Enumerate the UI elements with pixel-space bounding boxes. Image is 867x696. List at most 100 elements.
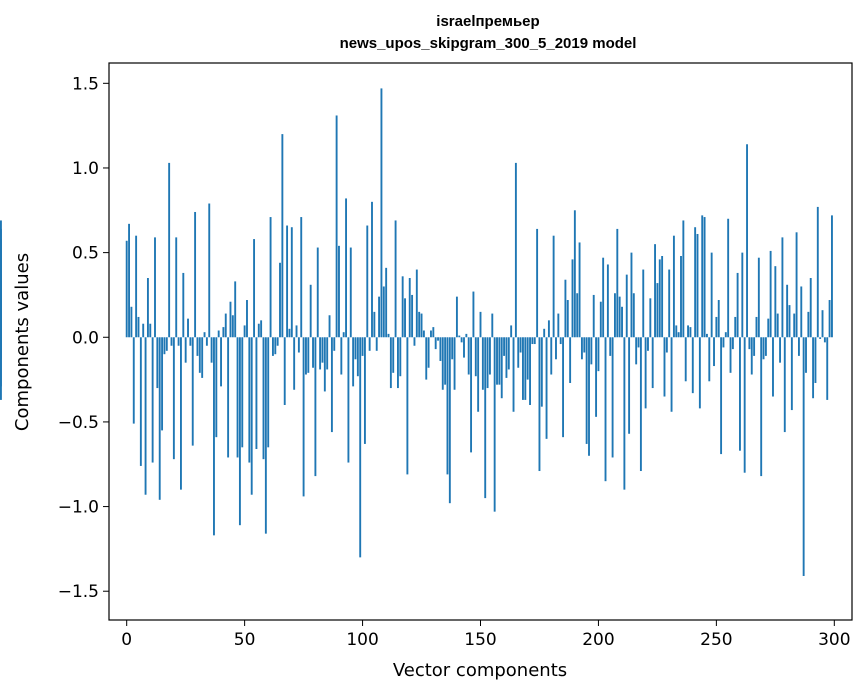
bar xyxy=(128,223,130,338)
bar xyxy=(293,337,296,390)
bar xyxy=(566,300,569,338)
bar xyxy=(635,337,638,365)
bar xyxy=(349,247,352,338)
bar xyxy=(375,337,378,351)
bar xyxy=(161,337,164,431)
bar xyxy=(800,286,803,338)
bar xyxy=(651,337,654,389)
bar xyxy=(526,337,529,380)
bar xyxy=(616,228,619,338)
bar xyxy=(538,337,541,472)
bar xyxy=(253,239,256,338)
bar xyxy=(522,337,524,400)
bar xyxy=(783,337,786,433)
bar xyxy=(246,300,248,338)
bar xyxy=(224,313,227,338)
bar xyxy=(227,337,230,458)
bar xyxy=(680,256,682,338)
bar xyxy=(319,337,322,370)
bar xyxy=(524,337,527,400)
bar xyxy=(163,337,166,355)
bar xyxy=(826,337,829,400)
bar xyxy=(743,337,746,473)
bar xyxy=(340,337,343,375)
bar xyxy=(552,235,555,338)
bar xyxy=(222,327,225,338)
bar xyxy=(415,269,418,338)
bar xyxy=(295,325,298,338)
bar xyxy=(392,337,395,373)
x-tick-label: 0 xyxy=(121,630,132,650)
bar xyxy=(663,337,666,397)
bar xyxy=(684,337,687,382)
bar xyxy=(809,278,812,338)
bar xyxy=(812,337,815,399)
bar xyxy=(380,88,383,338)
bar xyxy=(328,315,331,338)
bar xyxy=(654,244,656,338)
bar xyxy=(316,247,319,338)
bar xyxy=(312,337,314,368)
bar xyxy=(427,337,430,368)
bar xyxy=(727,218,730,338)
bar xyxy=(172,337,175,460)
bar xyxy=(368,337,371,351)
bar xyxy=(597,337,600,372)
bar xyxy=(305,337,307,375)
bar xyxy=(715,316,718,338)
bar xyxy=(418,311,421,338)
bar xyxy=(210,337,213,363)
bar xyxy=(0,220,2,338)
bar xyxy=(536,228,539,338)
bar xyxy=(647,337,649,351)
bar xyxy=(330,337,333,433)
bar xyxy=(722,337,725,348)
bar xyxy=(665,337,668,353)
bar xyxy=(672,235,675,338)
bar xyxy=(630,252,633,338)
bar xyxy=(656,283,659,338)
bar xyxy=(576,293,579,338)
bar xyxy=(335,115,338,338)
y-tick-label: −1.0 xyxy=(58,498,99,518)
bar xyxy=(828,300,831,338)
bar xyxy=(675,325,678,338)
bar xyxy=(347,337,350,463)
bar xyxy=(746,144,748,338)
bar xyxy=(455,296,458,338)
bar xyxy=(790,337,793,411)
bar xyxy=(189,337,192,346)
bar xyxy=(802,337,805,576)
bar xyxy=(500,337,503,399)
bar xyxy=(623,337,626,490)
bar xyxy=(698,337,701,409)
bar xyxy=(807,311,810,338)
bar xyxy=(793,313,796,338)
bar xyxy=(184,337,187,363)
bar xyxy=(486,337,489,389)
x-axis-ticks: 0 50 100 150 200 250 300 xyxy=(121,620,851,650)
bar xyxy=(300,217,303,338)
bar xyxy=(397,337,399,389)
bar xyxy=(465,333,468,338)
bar xyxy=(182,272,185,338)
bar xyxy=(496,337,498,385)
bar xyxy=(463,337,465,358)
bar xyxy=(569,337,572,383)
bar xyxy=(0,337,2,400)
bar xyxy=(302,337,305,497)
bar xyxy=(757,257,760,338)
bar xyxy=(307,337,310,373)
x-tick-label: 50 xyxy=(234,630,256,650)
bar xyxy=(441,337,444,390)
bar xyxy=(198,337,201,373)
x-axis-label: Vector components xyxy=(393,660,567,681)
bar xyxy=(642,269,645,338)
bar xyxy=(632,293,635,338)
x-tick-label: 150 xyxy=(464,630,496,650)
bar xyxy=(411,294,414,338)
bar xyxy=(137,316,140,338)
bar xyxy=(510,325,513,338)
